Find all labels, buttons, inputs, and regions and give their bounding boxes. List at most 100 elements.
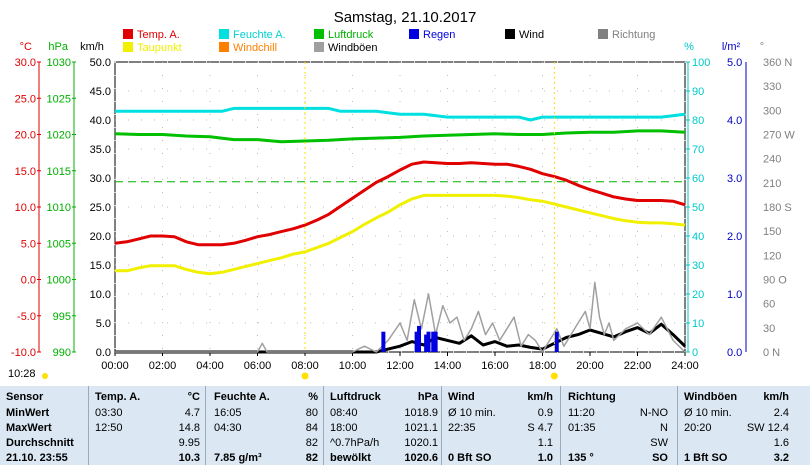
table-cell: % xyxy=(308,391,318,403)
legend-label: Windchill xyxy=(233,42,277,54)
tick-label-press: 1010 xyxy=(47,202,71,214)
legend-label: Luftdruck xyxy=(328,29,374,41)
table-cell: °C xyxy=(187,391,200,403)
tick-label-humidity: 30 xyxy=(692,260,704,272)
tick-label-press: 1020 xyxy=(47,130,71,142)
left-time-label: 10:28 xyxy=(8,368,36,380)
table-column-separator xyxy=(323,386,324,465)
axis-header-wind: km/h xyxy=(80,41,104,53)
table-cell: 10.3 xyxy=(178,452,200,464)
tick-label-wind: 15.0 xyxy=(90,260,111,272)
tick-label-press: 1005 xyxy=(47,238,71,250)
table-cell: S 4.7 xyxy=(527,422,553,434)
x-tick-label: 22:00 xyxy=(624,360,652,372)
tick-label-press: 1015 xyxy=(47,166,71,178)
rain-bar xyxy=(431,331,436,352)
table-cell: km/h xyxy=(527,391,553,403)
x-tick-label: 04:00 xyxy=(196,360,224,372)
x-tick-label: 12:00 xyxy=(386,360,414,372)
x-tick-label: 08:00 xyxy=(291,360,319,372)
axis-headers: °C hPa km/h% l/m² ° xyxy=(20,41,765,53)
x-tick-label: 20:00 xyxy=(576,360,604,372)
tick-label-rain: 5.0 xyxy=(727,57,742,69)
tick-label-wind: 25.0 xyxy=(90,202,111,214)
table-cell: SW 12.4 xyxy=(746,422,789,434)
table-cell: Luftdruck xyxy=(330,391,381,403)
chart-series xyxy=(114,106,687,354)
sun-icon xyxy=(42,373,48,379)
table-cell: bewölkt xyxy=(330,452,371,464)
x-tick-label: 18:00 xyxy=(529,360,557,372)
tick-label-wind: 50.0 xyxy=(90,57,111,69)
tick-label-humidity: 100 xyxy=(692,57,710,69)
tick-label-dir: 90 O xyxy=(763,275,787,287)
tick-label-humidity: 20 xyxy=(692,289,704,301)
tick-label-humidity: 90 xyxy=(692,86,704,98)
table-cell: 7.85 g/m³ xyxy=(214,452,262,464)
tick-label-press: 990 xyxy=(53,347,71,359)
table-cell: 03:30 xyxy=(95,407,123,419)
tick-label-dir: 300 xyxy=(763,105,781,117)
rain-bar xyxy=(433,331,438,352)
rain-bar xyxy=(424,334,429,352)
table-cell: Feuchte A. xyxy=(214,391,270,403)
plot-area xyxy=(114,61,686,353)
series-line-windb-en xyxy=(115,281,686,353)
table-cell: 08:40 xyxy=(330,407,358,419)
tick-label-temp: 0.0 xyxy=(21,275,36,287)
legend-swatch xyxy=(314,42,324,52)
legend-swatch xyxy=(219,42,229,52)
tick-label-press: 1000 xyxy=(47,275,71,287)
tick-label-dir: 0 N xyxy=(763,347,780,359)
tick-label-press: 995 xyxy=(53,311,71,323)
table-column-separator xyxy=(88,386,89,465)
axis-header-rain: l/m² xyxy=(722,41,741,53)
table-cell: 0 Bft SO xyxy=(448,452,492,464)
tick-label-press: 1030 xyxy=(47,57,71,69)
table-cell: 11:20 xyxy=(568,407,595,419)
tick-label-humidity: 60 xyxy=(692,173,704,185)
table-cell: 20:20 xyxy=(684,422,712,434)
legend-swatch xyxy=(598,29,608,39)
table-column-separator xyxy=(560,386,561,465)
tick-label-dir: 360 N xyxy=(763,57,792,69)
table-cell: Sensor xyxy=(6,391,44,403)
tick-label-temp: 10.0 xyxy=(15,202,36,214)
tick-label-humidity: 0 xyxy=(692,347,698,359)
tick-label-rain: 3.0 xyxy=(727,173,742,185)
sunrise-icon xyxy=(301,372,309,380)
tick-label-rain: 4.0 xyxy=(727,115,742,127)
series-line-taupunkt xyxy=(115,193,686,276)
table-cell: Wind xyxy=(448,391,475,403)
legend-label: Windböen xyxy=(328,42,378,54)
table-cell: Windböen xyxy=(684,391,738,403)
tick-label-humidity: 10 xyxy=(692,318,704,330)
tick-label-temp: 15.0 xyxy=(15,166,36,178)
x-tick-label: 10:00 xyxy=(339,360,367,372)
tick-label-humidity: 40 xyxy=(692,231,704,243)
tick-label-temp: 20.0 xyxy=(15,130,36,142)
tick-label-humidity: 80 xyxy=(692,115,704,127)
legend-swatch xyxy=(123,42,133,52)
legend-label: Taupunkt xyxy=(137,42,182,54)
table-cell: 1.1 xyxy=(537,437,553,449)
series-line-feuchte-a xyxy=(115,106,686,122)
table-cell: 18:00 xyxy=(330,422,358,434)
legend-label: Feuchte A. xyxy=(233,29,286,41)
tick-label-temp: -5.0 xyxy=(17,311,36,323)
tick-label-wind: 20.0 xyxy=(90,231,111,243)
x-tick-label: 16:00 xyxy=(481,360,509,372)
legend-label: Temp. A. xyxy=(137,29,180,41)
chart-legend: Temp. A. Feuchte A. Luftdruck Regen Wind Rich… xyxy=(123,29,655,54)
tick-label-rain: 0.0 xyxy=(727,347,742,359)
table-cell: 0.9 xyxy=(537,407,553,419)
x-tick-label: 02:00 xyxy=(149,360,177,372)
x-tick-label: 24:00 xyxy=(671,360,699,372)
table-cell: MaxWert xyxy=(6,422,52,434)
table-cell: 14.8 xyxy=(178,422,200,434)
table-cell: 1020.1 xyxy=(404,437,438,449)
stats-table: Sensor Temp. A. °C Feuchte A.% Luftdruck hPa W… xyxy=(0,386,810,465)
table-cell: SW xyxy=(650,437,668,449)
x-tick-label: 00:00 xyxy=(101,360,129,372)
table-header-row: Sensor Temp. A. °C Feuchte A.% Luftdruck hPa W… xyxy=(0,391,810,406)
